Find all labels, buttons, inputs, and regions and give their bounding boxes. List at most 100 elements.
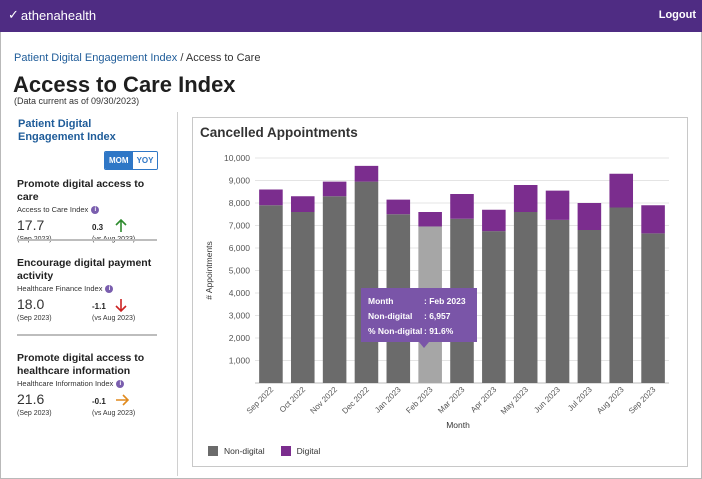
metric-index-label: Healthcare Information Index [17, 379, 114, 388]
page-title: Access to Care Index [13, 72, 236, 97]
tooltip-pct-label: % Non-digital [368, 326, 423, 336]
athena-mark-icon: ✓ [8, 8, 19, 23]
breadcrumb: Patient Digital Engagement Index / Acces… [14, 52, 260, 64]
x-tick-label: Feb 2023 [404, 385, 435, 416]
x-axis-title: Month [446, 420, 470, 430]
y-tick-label: 8,000 [229, 198, 251, 208]
metric-healthcare-information: Promote digital access to healthcare inf… [17, 352, 157, 421]
metric-index-label: Healthcare Finance Index [17, 284, 103, 293]
bar-digital [418, 212, 442, 227]
y-tick-label: 2,000 [229, 333, 251, 343]
chart-legend: Non-digital Digital [208, 446, 320, 456]
bar-digital [322, 181, 347, 197]
metric-access-to-care: Promote digital access to care Access to… [17, 178, 157, 247]
bar-digital [450, 194, 474, 219]
metric-value: 17.7 [17, 217, 45, 233]
breadcrumb-parent-link[interactable]: Patient Digital Engagement Index [14, 52, 178, 64]
x-tick-label: Mar 2023 [436, 385, 467, 416]
x-tick-label: Dec 2022 [340, 385, 371, 416]
info-icon[interactable]: i [116, 379, 125, 388]
y-tick-label: 9,000 [229, 176, 251, 186]
metric-value: 18.0 [17, 296, 45, 312]
y-tick-label: 3,000 [229, 311, 251, 321]
arrow-down-icon [115, 299, 127, 312]
x-tick-label: Jan 2023 [373, 385, 403, 415]
bar-nondigital [482, 231, 506, 383]
sidebar-title-link[interactable]: Patient Digital Engagement Index [18, 118, 116, 143]
bar-digital [482, 209, 506, 232]
breadcrumb-separator: / [180, 52, 184, 64]
tooltip-nondigital-label: Non-digital [368, 311, 413, 321]
metric-title: Promote digital access to healthcare inf… [17, 352, 145, 377]
yoy-toggle-button[interactable]: YOY [132, 152, 158, 169]
bar-nondigital [513, 212, 538, 383]
metric-delta: 0.3 [92, 223, 104, 232]
y-axis-title: # Appointments [204, 241, 214, 300]
x-tick-label: Apr 2023 [469, 385, 499, 415]
metric-period: (Sep 2023) [17, 410, 52, 417]
bar-digital [259, 189, 283, 206]
legend-item-nondigital[interactable]: Non-digital [208, 446, 265, 456]
arrow-right-icon [116, 394, 129, 406]
logo-text: athenahealth [20, 8, 97, 23]
bar-digital [545, 190, 570, 220]
y-tick-label: 1,000 [229, 356, 251, 366]
athenahealth-logo[interactable]: ✓ athenahealth [8, 8, 96, 23]
bar-nondigital [259, 205, 283, 383]
legend-label: Non-digital [224, 446, 265, 456]
y-tick-label: 5,000 [229, 266, 251, 276]
metric-comparison: (vs Aug 2023) [92, 410, 136, 417]
divider [17, 239, 157, 241]
tooltip-nondigital-value: : 6,957 [424, 311, 451, 321]
x-tick-label: Sep 2022 [245, 385, 276, 416]
bar-nondigital [545, 219, 570, 383]
bar-nondigital [641, 233, 665, 383]
metric-index-label: Access to Care Index [17, 205, 89, 214]
info-icon[interactable]: i [105, 284, 114, 293]
bar-digital [386, 199, 411, 215]
y-tick-label: 7,000 [229, 221, 251, 231]
arrow-up-icon [115, 219, 127, 232]
tooltip-pct-value: : 91.6% [424, 326, 454, 336]
vertical-divider [177, 112, 178, 476]
legend-item-digital[interactable]: Digital [280, 446, 321, 456]
legend-swatch [208, 446, 218, 456]
bar-digital [609, 173, 634, 208]
y-tick-label: 6,000 [229, 243, 251, 253]
mom-yoy-toggle: MOM YOY [104, 151, 159, 170]
bar-nondigital [609, 207, 634, 383]
chart-title: Cancelled Appointments [200, 125, 358, 140]
sidebar: Patient Digital Engagement Index MOM YOY… [0, 114, 166, 476]
metric-value: 21.6 [17, 391, 45, 407]
bar-digital [577, 203, 602, 230]
mom-toggle-button[interactable]: MOM [105, 152, 133, 169]
logout-link[interactable]: Logout [658, 9, 696, 21]
x-tick-label: Jul 2023 [566, 385, 594, 413]
x-tick-label: Jun 2023 [532, 385, 562, 415]
bar-digital [290, 196, 315, 212]
tooltip-month-value: : Feb 2023 [424, 296, 466, 306]
x-tick-label: May 2023 [499, 385, 531, 417]
bar-nondigital [290, 212, 315, 383]
bar-digital [641, 205, 665, 234]
y-tick-label: 4,000 [229, 288, 251, 298]
divider [17, 334, 157, 336]
y-tick-label: 10,000 [224, 153, 250, 163]
chart-tooltip: Month : Feb 2023 Non-digital : 6,957 % Non… [361, 288, 477, 348]
metric-healthcare-finance: Encourage digital payment activity Healt… [17, 257, 157, 326]
cancelled-appointments-panel: Cancelled Appointments 1,000 2,000 3,000 4,… [192, 117, 688, 467]
data-current-note: (Data current as of 09/30/2023) [14, 96, 140, 106]
metric-delta: -1.1 [92, 302, 106, 311]
bar-digital [354, 165, 379, 182]
bar-nondigital [322, 196, 347, 383]
metric-delta: -0.1 [92, 397, 106, 406]
x-tick-label: Oct 2022 [278, 385, 308, 415]
bar-nondigital [354, 181, 379, 383]
bar-nondigital [577, 230, 602, 383]
metric-title: Promote digital access to care [17, 178, 145, 203]
info-icon[interactable]: i [91, 205, 100, 214]
legend-swatch [280, 446, 291, 456]
breadcrumb-current: Access to Care [185, 52, 261, 64]
legend-label: Digital [296, 446, 321, 456]
tooltip-month-label: Month [368, 296, 394, 306]
